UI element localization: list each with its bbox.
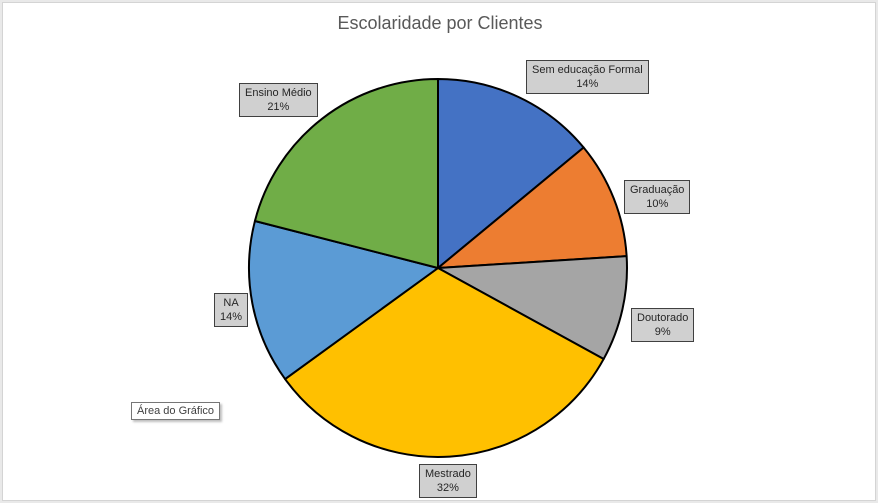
data-label-percent: 10% xyxy=(646,198,669,210)
data-label-category: Sem educação Formal xyxy=(532,64,643,76)
data-label-category: Mestrado xyxy=(425,468,471,480)
pie-slice-mestrado[interactable] xyxy=(284,267,605,458)
data-label-percent: 21% xyxy=(267,101,290,113)
pie-slice-na[interactable] xyxy=(248,220,439,381)
data-label-na[interactable]: NA 14% xyxy=(214,293,249,327)
pie-chart[interactable] xyxy=(3,3,876,501)
data-label-doutorado[interactable]: Doutorado 9% xyxy=(631,308,695,342)
data-label-ensino-medio[interactable]: Ensino Médio 21% xyxy=(239,83,318,117)
pie-slice-ensino-medio[interactable] xyxy=(253,78,439,269)
data-label-sem-educacao-formal[interactable]: Sem educação Formal 14% xyxy=(526,60,649,94)
data-label-mestrado[interactable]: Mestrado 32% xyxy=(419,464,477,498)
pie-slice-graduacao[interactable] xyxy=(437,146,628,269)
data-label-percent: 14% xyxy=(220,311,243,323)
data-label-graduacao[interactable]: Graduação 10% xyxy=(624,180,691,214)
data-label-percent: 32% xyxy=(436,482,459,494)
chart-title: Escolaridade por Clientes xyxy=(337,13,543,33)
pie-slice-doutorado[interactable] xyxy=(437,255,628,361)
data-label-percent: 14% xyxy=(576,78,599,90)
data-label-category: NA xyxy=(223,297,239,309)
chart-area-tooltip: Área do Gráfico xyxy=(131,402,221,420)
data-label-category: Ensino Médio xyxy=(245,87,312,99)
data-label-category: Doutorado xyxy=(637,312,689,324)
data-label-percent: 9% xyxy=(654,326,671,338)
pie-slice-sem-educacao-formal[interactable] xyxy=(437,78,585,269)
data-label-category: Graduação xyxy=(630,184,685,196)
